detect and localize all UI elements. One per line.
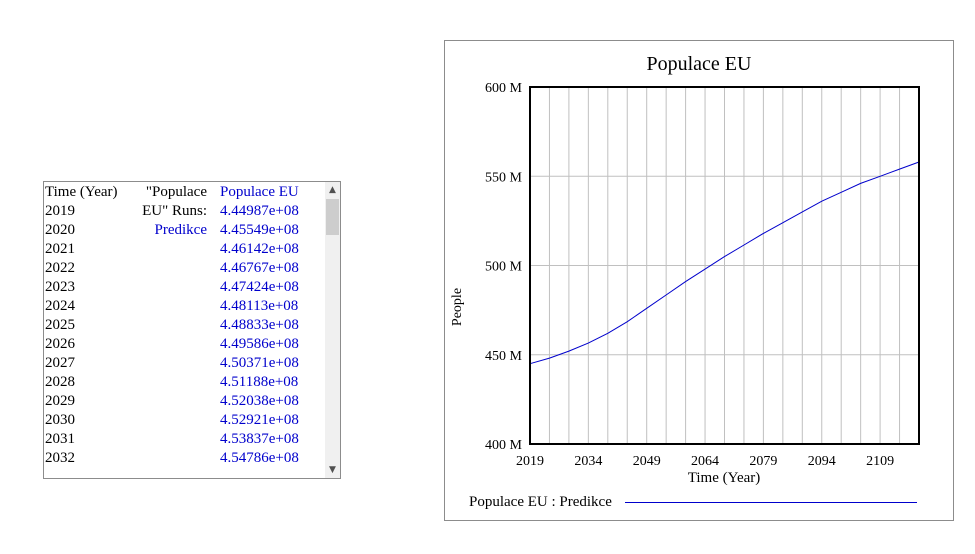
table-row-value: 4.53837e+08 (220, 431, 299, 447)
table-row-value: 4.52038e+08 (220, 393, 299, 409)
table-row-year: 2030 (45, 412, 75, 428)
table-row-year: 2020 (45, 222, 75, 238)
value-rows: 4.44987e+08 4.45549e+08 4.46142e+08 4.46767… (220, 202, 306, 468)
table-row-year: 2027 (45, 355, 75, 371)
y-axis-label: People (450, 287, 465, 327)
time-column: Time (Year) 2019 2020 2021 2022 2023 2024 2025… (45, 183, 135, 468)
y-tick-label: 550 M (485, 170, 523, 185)
table-row-year: 2028 (45, 374, 75, 390)
legend-label: Populace EU : Predikce (469, 494, 612, 510)
table-row-value: 4.47424e+08 (220, 279, 299, 295)
run-name: Predikce (154, 222, 207, 238)
x-tick-label: 2019 (516, 454, 544, 469)
table-row-year: 2023 (45, 279, 75, 295)
table-row-year: 2019 (45, 203, 75, 219)
chevron-down-icon[interactable]: ▼ (329, 465, 336, 475)
value-column: Populace EU 4.44987e+08 4.45549e+08 4.4614… (220, 183, 306, 468)
table-row-year: 2022 (45, 260, 75, 276)
table-row-year: 2026 (45, 336, 75, 352)
time-rows: 2019 2020 2021 2022 2023 2024 2025 2026 2027 2028… (45, 202, 135, 468)
table-row-year: 2029 (45, 393, 75, 409)
series-layer (529, 161, 920, 365)
table-row-year: 2025 (45, 317, 75, 333)
table-row-value: 4.46767e+08 (220, 260, 299, 276)
table-row-value: 4.46142e+08 (220, 241, 299, 257)
y-tick-label: 400 M (485, 438, 523, 453)
chart-title: Populace EU (646, 53, 752, 75)
x-tick-label: 2034 (574, 454, 602, 469)
series-line-populace-eu (529, 161, 920, 365)
value-header: Populace EU (220, 184, 299, 200)
x-tick-label: 2049 (633, 454, 661, 469)
x-tick-label: 2094 (808, 454, 836, 469)
y-tick-label: 450 M (485, 349, 523, 364)
table-row-value: 4.49586e+08 (220, 336, 299, 352)
grid-lines (530, 86, 919, 445)
data-table[interactable]: Time (Year) 2019 2020 2021 2022 2023 2024 2025… (43, 181, 341, 479)
x-tick-label: 2109 (866, 454, 894, 469)
plot-frame (529, 86, 920, 445)
line-chart: 400 M 450 M 500 M 550 M 600 M 2019 2034 2049 206… (485, 81, 920, 469)
chevron-up-icon[interactable]: ▲ (329, 185, 336, 195)
y-tick-label: 600 M (485, 81, 523, 96)
table-row-value: 4.44987e+08 (220, 203, 299, 219)
table-row-year: 2031 (45, 431, 75, 447)
time-header: Time (Year) (45, 184, 118, 200)
table-row-value: 4.51188e+08 (220, 374, 299, 390)
variable-column: "Populace EU" Runs: Predikce (136, 183, 208, 240)
table-row-year: 2021 (45, 241, 75, 257)
table-row-year: 2032 (45, 450, 75, 466)
y-tick-label: 500 M (485, 260, 523, 275)
chart-panel: 400 M 450 M 500 M 550 M 600 M 2019 2034 2049 206… (444, 40, 954, 521)
table-row-value: 4.45549e+08 (220, 222, 299, 238)
legend-line-swatch (625, 502, 917, 503)
table-row-value: 4.48113e+08 (220, 298, 299, 314)
table-row-value: 4.50371e+08 (220, 355, 299, 371)
variable-header-line2: EU" Runs: (142, 203, 207, 219)
scroll-thumb[interactable] (326, 199, 339, 235)
x-tick-label: 2064 (691, 454, 719, 469)
table-row-value: 4.52921e+08 (220, 412, 299, 428)
vertical-scrollbar[interactable]: ▲ ▼ (325, 182, 340, 478)
table-row-value: 4.54786e+08 (220, 450, 299, 466)
table-row-year: 2024 (45, 298, 75, 314)
variable-header-line1: "Populace (145, 184, 207, 200)
tick-labels: 400 M 450 M 500 M 550 M 600 M 2019 2034 2049 206… (485, 81, 894, 469)
x-axis-label: Time (Year) (687, 470, 761, 486)
table-row-value: 4.48833e+08 (220, 317, 299, 333)
x-tick-label: 2079 (749, 454, 777, 469)
